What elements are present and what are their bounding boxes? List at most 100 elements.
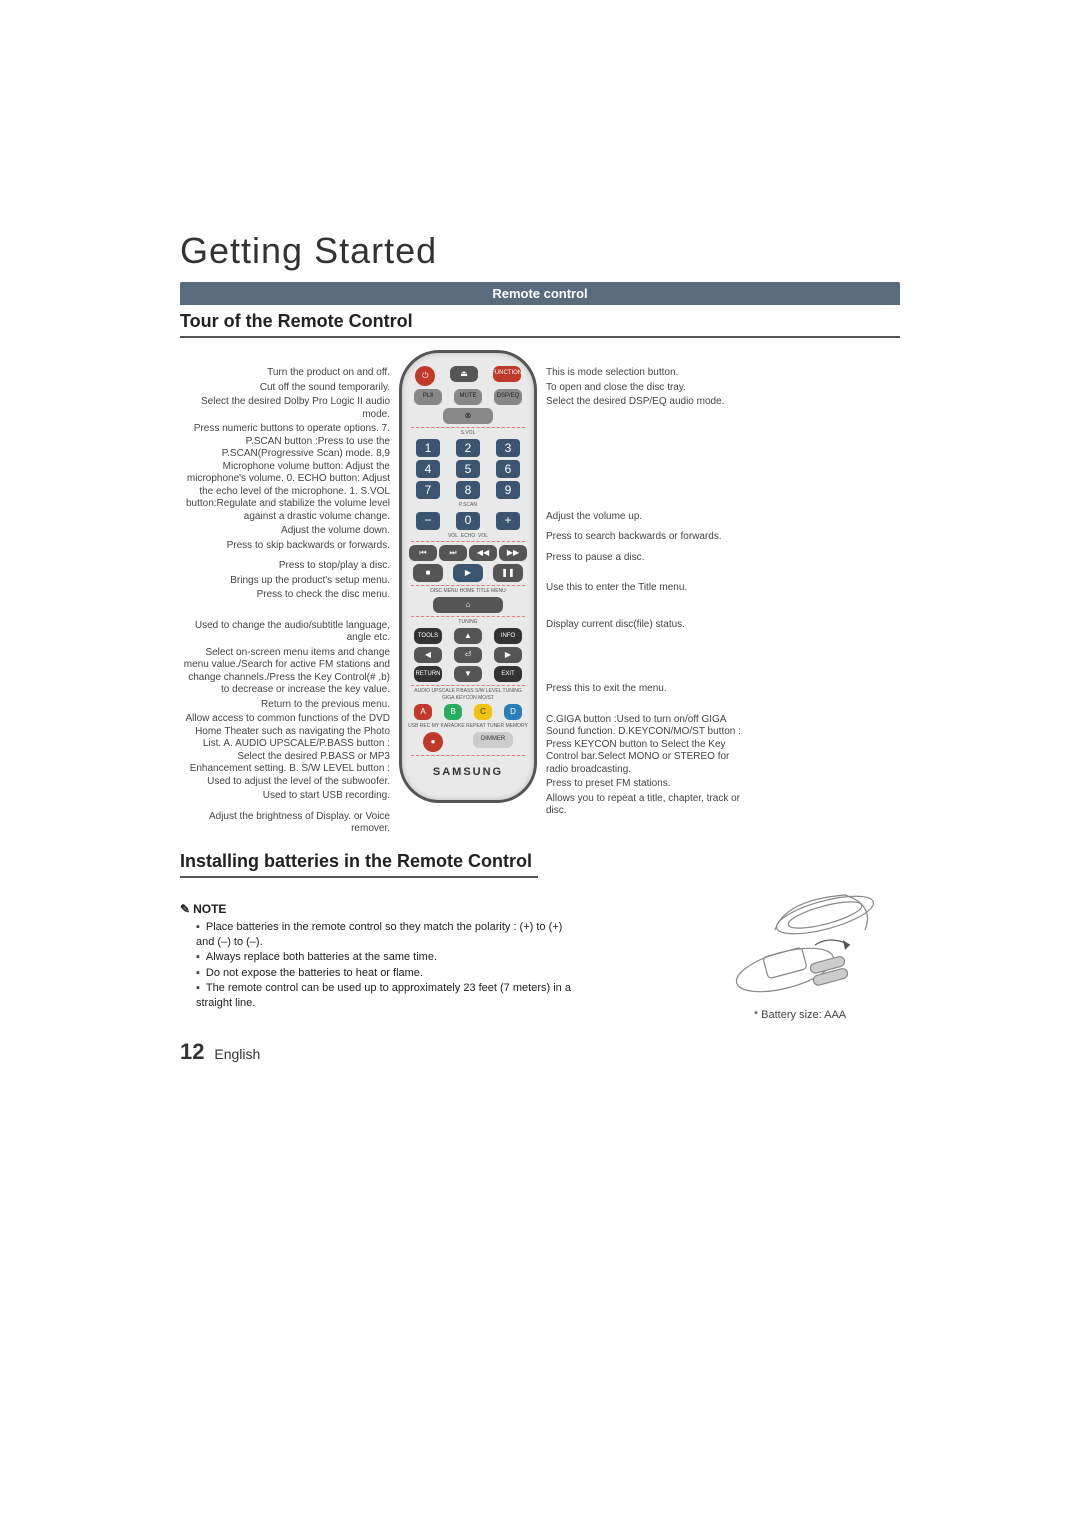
- section-bar: Remote control: [180, 282, 900, 305]
- left-label: Turn the product on and off.: [180, 366, 390, 381]
- small-labels: AUDIO UPSCALE P.BASS S/W LEVEL TUNING GI…: [408, 688, 528, 701]
- mute-button-icon: MUTE: [454, 389, 482, 405]
- remote-tour-diagram: Turn the product on and off. Cut off the…: [180, 350, 900, 837]
- left-label: Used to start USB recording.: [180, 789, 390, 804]
- right-label: Press to search backwards or forwards.: [546, 530, 746, 545]
- info-button-icon: INFO: [494, 628, 522, 644]
- right-label: Use this to enter the Title menu.: [546, 581, 746, 596]
- rec-icon: ●: [423, 732, 443, 752]
- discmenu-label: DISC MENU: [430, 588, 458, 594]
- skip-fwd-icon: ⏭: [439, 545, 467, 561]
- cursor-left-icon: ◀: [414, 647, 442, 663]
- vol-up-icon: +: [496, 512, 520, 530]
- ffwd-icon: ▶▶: [499, 545, 527, 561]
- note-heading: NOTE: [180, 902, 576, 916]
- left-label: Select the desired Dolby Pro Logic II au…: [180, 395, 390, 422]
- right-label: Press this to exit the menu.: [546, 682, 746, 697]
- num-button: 2: [456, 439, 480, 457]
- num-button: 5: [456, 460, 480, 478]
- page-language: English: [214, 1046, 260, 1062]
- right-label-column: This is mode selection button. To open a…: [538, 350, 746, 819]
- note-item: Place batteries in the remote control so…: [196, 920, 576, 951]
- echo-label: ECHO: [461, 533, 475, 539]
- num-button: 1: [416, 439, 440, 457]
- tuning-label: TUNING: [408, 619, 528, 625]
- left-label: Used to change the audio/subtitle langua…: [180, 619, 390, 646]
- color-d-icon: D: [504, 704, 522, 720]
- page-title: Getting Started: [180, 230, 900, 272]
- left-label: Press to check the disc menu.: [180, 588, 390, 603]
- dimmer-button-icon: DIMMER: [473, 732, 513, 748]
- tools-button-icon: TOOLS: [414, 628, 442, 644]
- num-button: 9: [496, 481, 520, 499]
- exit-button-icon: EXIT: [494, 666, 522, 682]
- remote-illustration: ⏻ ⏏ FUNCTION PLⅡ MUTE DSP/EQ ⊗ S.VOL 1 2…: [398, 350, 538, 803]
- num-button: 3: [496, 439, 520, 457]
- right-label: Select the desired DSP/EQ audio mode.: [546, 395, 746, 410]
- dspeq-button-icon: DSP/EQ: [494, 389, 522, 405]
- dolby-icon: ⊗: [443, 408, 493, 424]
- svol-label: S.VOL: [408, 430, 528, 436]
- bottom-labels: USB REC MY KARAOKE REPEAT TUNER MEMORY: [408, 723, 528, 729]
- color-b-icon: B: [444, 704, 462, 720]
- left-label: Press to stop/play a disc.: [180, 559, 390, 574]
- cursor-right-icon: ▶: [494, 647, 522, 663]
- brand-logo: SAMSUNG: [408, 766, 528, 780]
- right-label: To open and close the disc tray.: [546, 381, 746, 396]
- page-footer: 12 English: [180, 1039, 900, 1065]
- pscan-label: P.SCAN: [459, 502, 477, 508]
- notes-block: NOTE Place batteries in the remote contr…: [180, 900, 576, 1012]
- vol-down-icon: −: [416, 512, 440, 530]
- tour-heading: Tour of the Remote Control: [180, 311, 900, 338]
- right-label: Press to pause a disc.: [546, 551, 746, 566]
- left-label: Brings up the product's setup menu.: [180, 574, 390, 589]
- right-label: Allows you to repeat a title, chapter, t…: [546, 792, 746, 819]
- left-label: Return to the previous menu.: [180, 698, 390, 713]
- eject-button-icon: ⏏: [450, 366, 478, 382]
- battery-illustration: * Battery size: AAA: [700, 890, 900, 1021]
- enter-icon: ⏎: [454, 647, 482, 663]
- vol-label: VOL: [478, 533, 488, 539]
- right-label: C.GIGA button :Used to turn on/off GIGA …: [546, 713, 746, 778]
- cursor-up-icon: ▲: [454, 628, 482, 644]
- num-button: 8: [456, 481, 480, 499]
- right-label: Press to preset FM stations.: [546, 777, 746, 792]
- left-label: Press to skip backwards or forwards.: [180, 539, 390, 554]
- note-item: Always replace both batteries at the sam…: [196, 950, 576, 965]
- pl2-button-icon: PLⅡ: [414, 389, 442, 405]
- home-label: HOME: [460, 588, 475, 594]
- right-label: This is mode selection button.: [546, 366, 746, 381]
- left-label: Adjust the volume down.: [180, 524, 390, 539]
- power-button-icon: ⏻: [415, 366, 435, 386]
- left-label: Adjust the brightness of Display. or Voi…: [180, 810, 390, 837]
- vol-label: VOL: [448, 533, 458, 539]
- num-button: 4: [416, 460, 440, 478]
- home-icon: ⌂: [433, 597, 503, 613]
- right-label: Adjust the volume up.: [546, 510, 746, 525]
- color-c-icon: C: [474, 704, 492, 720]
- stop-icon: ■: [413, 564, 443, 582]
- play-icon: ▶: [453, 564, 483, 582]
- num-button: 0: [456, 512, 480, 530]
- left-label: Press numeric buttons to operate options…: [180, 422, 390, 524]
- left-label: Select on-screen menu items and change m…: [180, 646, 390, 698]
- return-button-icon: RETURN: [414, 666, 442, 682]
- install-heading: Installing batteries in the Remote Contr…: [180, 851, 538, 878]
- note-item: The remote control can be used up to app…: [196, 981, 576, 1012]
- pause-icon: ❚❚: [493, 564, 523, 582]
- titlemenu-label: TITLE MENU: [476, 588, 506, 594]
- num-button: 7: [416, 481, 440, 499]
- cursor-down-icon: ▼: [454, 666, 482, 682]
- rewind-icon: ◀◀: [469, 545, 497, 561]
- left-label: Cut off the sound temporarily.: [180, 381, 390, 396]
- page-number: 12: [180, 1039, 204, 1064]
- num-button: 6: [496, 460, 520, 478]
- left-label-column: Turn the product on and off. Cut off the…: [180, 350, 398, 837]
- right-label: Display current disc(file) status.: [546, 618, 746, 633]
- skip-back-icon: ⏮: [409, 545, 437, 561]
- color-a-icon: A: [414, 704, 432, 720]
- battery-size-label: * Battery size: AAA: [700, 1009, 900, 1021]
- function-button-icon: FUNCTION: [493, 366, 521, 382]
- left-label: Allow access to common functions of the …: [180, 712, 390, 789]
- note-item: Do not expose the batteries to heat or f…: [196, 966, 576, 981]
